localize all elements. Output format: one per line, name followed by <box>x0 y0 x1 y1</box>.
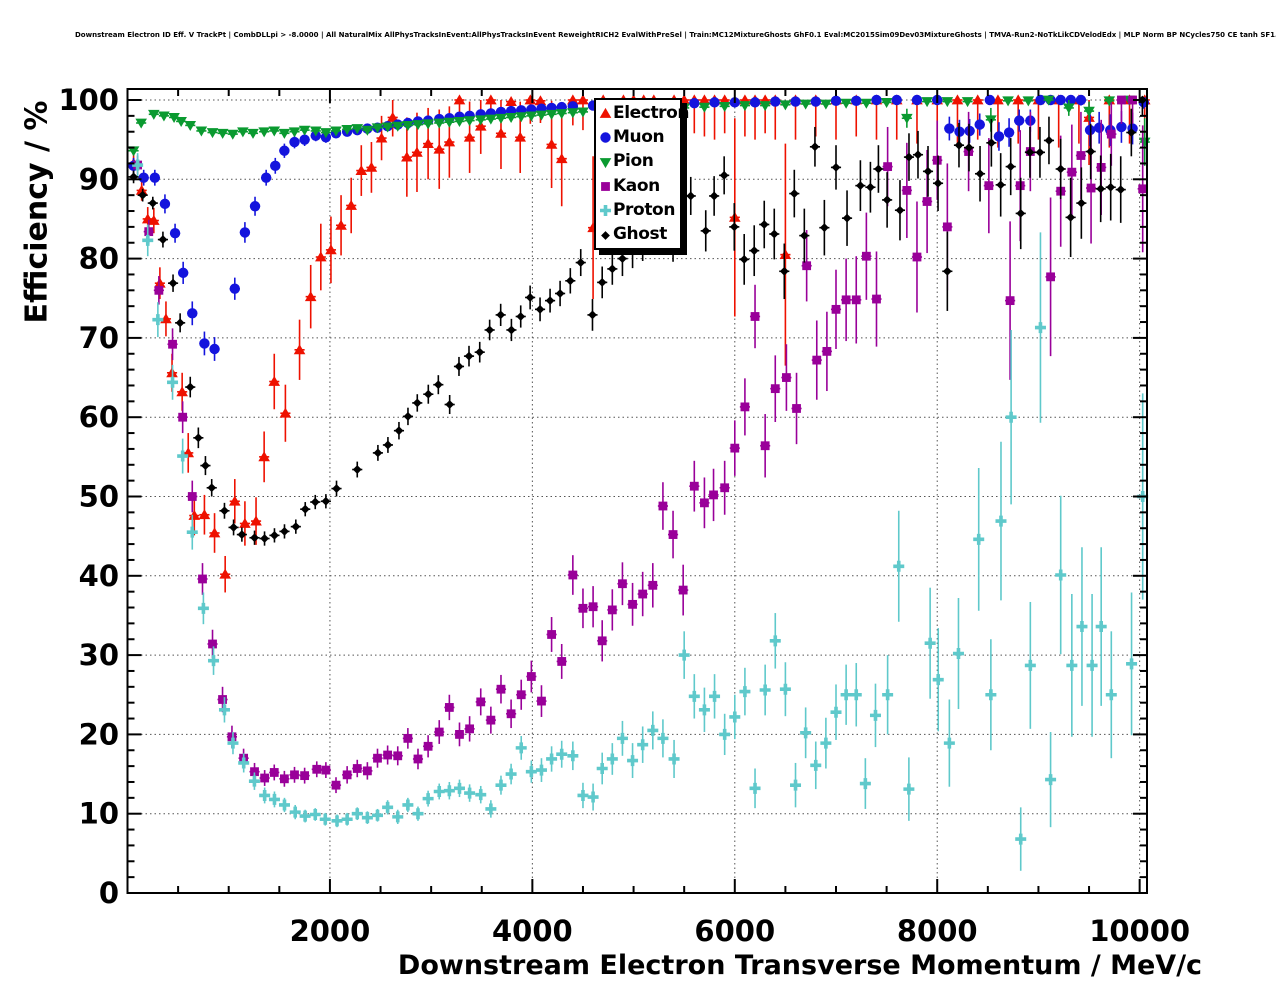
y-tick-label: 50 <box>79 480 119 514</box>
legend-label-electron: Electron <box>613 102 690 123</box>
legend-label-pion: Pion <box>613 151 654 172</box>
y-tick-label: 70 <box>79 321 119 355</box>
x-tick-label: 2000 <box>290 914 371 948</box>
x-tick-label: 6000 <box>694 914 775 948</box>
y-tick-label: 10 <box>79 797 119 831</box>
y-tick-label: 100 <box>58 83 119 117</box>
x-tick-label: 4000 <box>492 914 573 948</box>
pion-marker-icon <box>598 154 613 170</box>
plot-title: Downstream Electron ID Eff. V TrackPt | … <box>75 31 1276 39</box>
y-tick-label: 80 <box>79 242 119 276</box>
y-tick-label: 30 <box>79 638 119 672</box>
x-axis-title: Downstream Electron Transverse Momentum … <box>397 950 1203 981</box>
legend-label-proton: Proton <box>613 199 676 220</box>
legend-label-ghost: Ghost <box>613 224 667 245</box>
legend-entry-pion: Pion <box>598 150 680 174</box>
x-tick-label: 10000 <box>1089 914 1190 948</box>
legend-label-kaon: Kaon <box>613 175 660 196</box>
legend-label-muon: Muon <box>613 126 665 147</box>
kaon-marker-icon <box>598 178 613 194</box>
y-tick-label: 60 <box>79 400 119 434</box>
legend-entry-ghost: Ghost <box>598 223 680 247</box>
x-tick-label: 8000 <box>897 914 978 948</box>
series-proton <box>132 153 1149 871</box>
legend-entry-kaon: Kaon <box>598 174 680 198</box>
y-tick-label: 90 <box>79 162 119 196</box>
legend-entry-proton: Proton <box>598 198 680 222</box>
legend-entry-muon: Muon <box>598 125 680 149</box>
legend: Electron Muon Pion Kaon Proton Ghost <box>594 98 690 250</box>
legend-entry-electron: Electron <box>598 101 690 125</box>
y-tick-label: 0 <box>99 876 119 910</box>
y-axis-title: Efficiency / % <box>19 100 55 324</box>
ghost-marker-icon <box>598 227 613 243</box>
proton-marker-icon <box>598 202 613 218</box>
y-tick-label: 40 <box>79 559 119 593</box>
series-kaon <box>132 95 1148 794</box>
electron-marker-icon <box>598 105 613 121</box>
y-tick-label: 20 <box>79 717 119 751</box>
muon-marker-icon <box>598 129 613 145</box>
